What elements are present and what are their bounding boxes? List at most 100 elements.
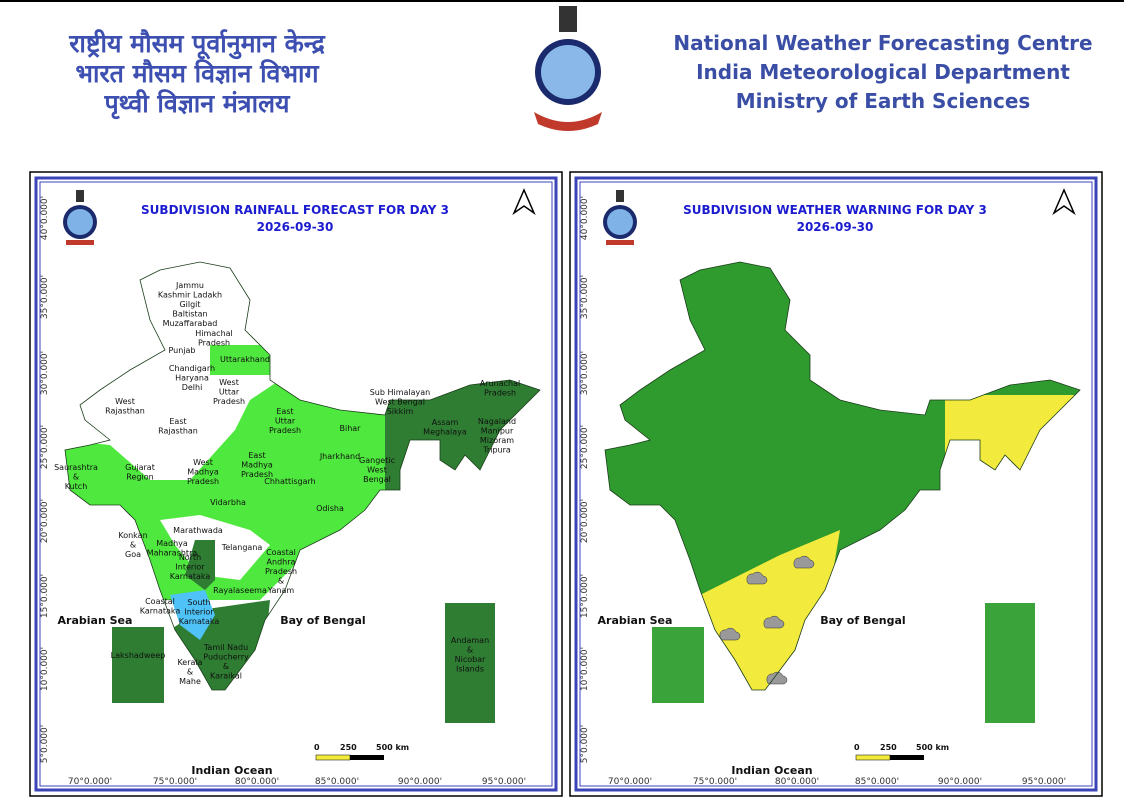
region-label: Kashmir Ladakh [158, 291, 222, 300]
panel-border [34, 176, 558, 792]
region-label: & [278, 577, 284, 586]
island-box [112, 627, 164, 703]
lat-label: 25°0.000' [40, 425, 50, 469]
region-label: Kutch [65, 482, 88, 491]
scale-bar [315, 754, 351, 761]
region-label: Uttar [219, 388, 240, 397]
map-date: 2026-09-30 [797, 220, 874, 234]
region-label: Pradesh [484, 389, 516, 398]
hindi-line: भारत मौसम विज्ञान विभाग [75, 59, 319, 88]
region-label: Rajasthan [105, 407, 145, 416]
region-label: West [219, 378, 239, 387]
english-line: Ministry of Earth Sciences [736, 89, 1031, 113]
region-label: Sub Himalayan [370, 388, 431, 397]
region-label: Karnataka [179, 617, 220, 626]
lat-label: 30°0.000' [580, 351, 590, 395]
logo [534, 6, 602, 131]
map-title: SUBDIVISION RAINFALL FORECAST FOR DAY 3 [141, 203, 449, 217]
region-label: East [248, 451, 265, 460]
north-arrow [1052, 188, 1076, 216]
region-label: Coastal [145, 597, 175, 606]
region-label: Gangetic [359, 456, 395, 465]
region-label: & [467, 646, 473, 655]
region-label: Pradesh [198, 339, 230, 348]
sea-label: Indian Ocean [191, 764, 272, 777]
scale-bar [855, 754, 891, 761]
lat-label: 10°0.000' [580, 647, 590, 691]
region-label: Pradesh [187, 477, 219, 486]
lat-label: 5°0.000' [580, 725, 590, 763]
region-label: Manipur [481, 427, 514, 436]
region-label: Lakshadweep [111, 651, 166, 660]
region-label: North [179, 553, 201, 562]
lon-label: 80°0.000' [775, 777, 819, 787]
region-label: Vidarbha [210, 498, 246, 507]
scale-label: 500 km [916, 743, 949, 752]
lat-label: 5°0.000' [40, 725, 50, 763]
region-label: & [187, 668, 193, 677]
region-label: Bihar [340, 424, 362, 433]
region-label: Saurashtra [54, 463, 98, 472]
region-label: Baltistan [172, 310, 207, 319]
region-label: Mahe [179, 677, 201, 686]
region-label: Chhattisgarh [264, 477, 316, 486]
region-label: East [276, 407, 293, 416]
region-label: Nicobar [455, 655, 486, 664]
hindi-line: पृथ्वी विज्ञान मंत्रालय [103, 89, 291, 120]
region-label: Uttarakhand [220, 355, 270, 364]
region-label: Himachal [195, 329, 233, 338]
map-title: SUBDIVISION WEATHER WARNING FOR DAY 3 [683, 203, 987, 217]
region-label: Uttar [275, 417, 296, 426]
region-label: East [169, 417, 186, 426]
sea-label: Arabian Sea [58, 614, 133, 627]
warning-icon [793, 555, 815, 569]
region-label: Islands [456, 665, 484, 674]
region-label: Gilgit [179, 300, 200, 309]
region-label: Sikkim [387, 407, 414, 416]
region-label: Maharashtra [147, 549, 198, 558]
region-label: Madhya [156, 539, 188, 548]
region-label: Chandigarh [169, 364, 215, 373]
region-label: Pradesh [265, 567, 297, 576]
lon-label: 75°0.000' [153, 777, 197, 787]
hindi-line: राष्ट्रीय मौसम पूर्वानुमान केन्द्र [68, 29, 325, 60]
region-label: Coastal [266, 548, 296, 557]
region-label: Bengal [363, 475, 391, 484]
lat-label: 15°0.000' [40, 574, 50, 618]
region-label: Gujarat [125, 463, 155, 472]
scale-label: 0 [314, 743, 320, 752]
region-label: Karaikal [210, 672, 242, 681]
region-label: Odisha [316, 504, 344, 513]
panel-border [574, 176, 1098, 792]
region-label: Karnataka [170, 572, 211, 581]
region-label: West Bengal [375, 398, 425, 407]
scale-label: 250 [340, 743, 357, 752]
warning-icon [763, 615, 785, 629]
lon-label: 80°0.000' [235, 777, 279, 787]
lon-label: 70°0.000' [68, 777, 112, 787]
region-label: Haryana [175, 374, 209, 383]
lat-label: 25°0.000' [580, 425, 590, 469]
region-label: Delhi [182, 383, 203, 392]
region-label: Region [126, 473, 153, 482]
region-label: Karnataka [140, 607, 181, 616]
region-label: Nagaland [478, 417, 516, 426]
region-label: Jharkhand [319, 452, 360, 461]
region-label: West [193, 458, 213, 467]
lat-label: 15°0.000' [580, 574, 590, 618]
warning-icon [746, 571, 768, 585]
region-label: Tamil Nadu [203, 643, 248, 652]
region-label: Andhra [267, 558, 296, 567]
region-label: West [115, 397, 135, 406]
region-label: Interior [175, 563, 205, 572]
region-label: Meghalaya [423, 428, 467, 437]
region-label: Konkan [118, 531, 147, 540]
sea-label: Bay of Bengal [820, 614, 905, 627]
lon-label: 90°0.000' [938, 777, 982, 787]
lat-label: 35°0.000' [40, 275, 50, 319]
lat-label: 35°0.000' [580, 275, 590, 319]
scale-label: 250 [880, 743, 897, 752]
lat-label: 10°0.000' [40, 647, 50, 691]
island-box [652, 627, 704, 703]
scale-bar [890, 755, 924, 760]
